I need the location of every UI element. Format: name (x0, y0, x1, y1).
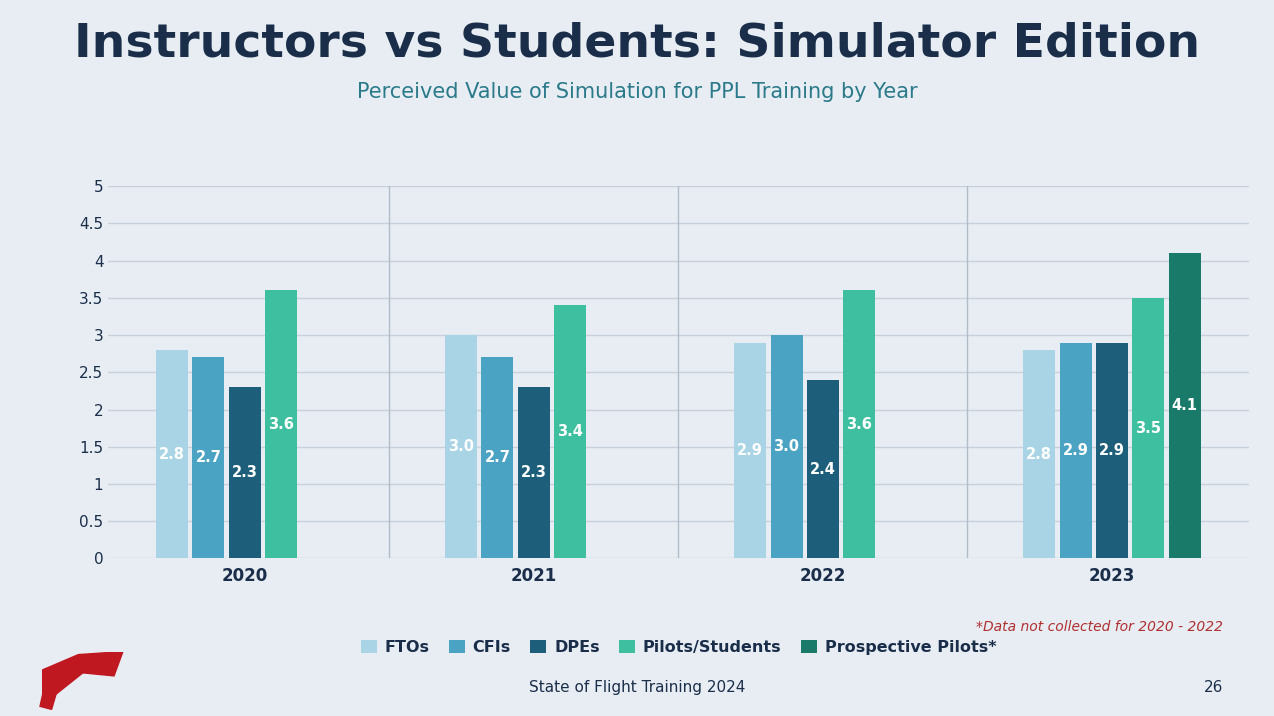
Text: State of Flight Training 2024: State of Flight Training 2024 (529, 679, 745, 695)
Legend: FTOs, CFIs, DPEs, Pilots/Students, Prospective Pilots*: FTOs, CFIs, DPEs, Pilots/Students, Prosp… (354, 634, 1003, 662)
Bar (229, 387, 261, 558)
Bar (482, 357, 513, 558)
Text: 4.1: 4.1 (1172, 398, 1198, 413)
Bar (1060, 342, 1092, 558)
Text: 3.0: 3.0 (448, 440, 474, 454)
Text: 2.9: 2.9 (738, 443, 763, 458)
Polygon shape (39, 695, 56, 710)
Text: 3.5: 3.5 (1135, 421, 1162, 435)
Bar (843, 291, 875, 558)
Text: 2.7: 2.7 (484, 450, 511, 465)
Text: 2.4: 2.4 (810, 462, 836, 477)
Bar (734, 342, 766, 558)
Text: 26: 26 (1204, 679, 1223, 695)
Bar (1133, 298, 1164, 558)
Text: 2.8: 2.8 (1027, 447, 1052, 462)
Bar (192, 357, 224, 558)
Bar (554, 305, 586, 558)
Text: 2.9: 2.9 (1099, 443, 1125, 458)
Bar (1168, 253, 1201, 558)
Bar (155, 350, 189, 558)
Text: 3.6: 3.6 (846, 417, 873, 432)
Text: *Data not collected for 2020 - 2022: *Data not collected for 2020 - 2022 (976, 619, 1223, 634)
Text: Perceived Value of Simulation for PPL Training by Year: Perceived Value of Simulation for PPL Tr… (357, 82, 917, 102)
Text: 2.9: 2.9 (1063, 443, 1088, 458)
Polygon shape (79, 652, 122, 676)
Text: Instructors vs Students: Simulator Edition: Instructors vs Students: Simulator Editi… (74, 21, 1200, 67)
Text: 2.3: 2.3 (521, 465, 547, 480)
Text: 3.4: 3.4 (557, 425, 583, 440)
Text: 2.3: 2.3 (232, 465, 257, 480)
Bar (771, 335, 803, 558)
Bar (806, 379, 840, 558)
Bar (445, 335, 476, 558)
Bar (265, 291, 297, 558)
Bar (1096, 342, 1127, 558)
Text: 2.8: 2.8 (159, 447, 185, 462)
Text: 3.6: 3.6 (269, 417, 294, 432)
Bar (1023, 350, 1055, 558)
Text: 3.0: 3.0 (773, 440, 800, 454)
Text: 2.7: 2.7 (195, 450, 222, 465)
Bar (517, 387, 550, 558)
Polygon shape (43, 654, 83, 695)
